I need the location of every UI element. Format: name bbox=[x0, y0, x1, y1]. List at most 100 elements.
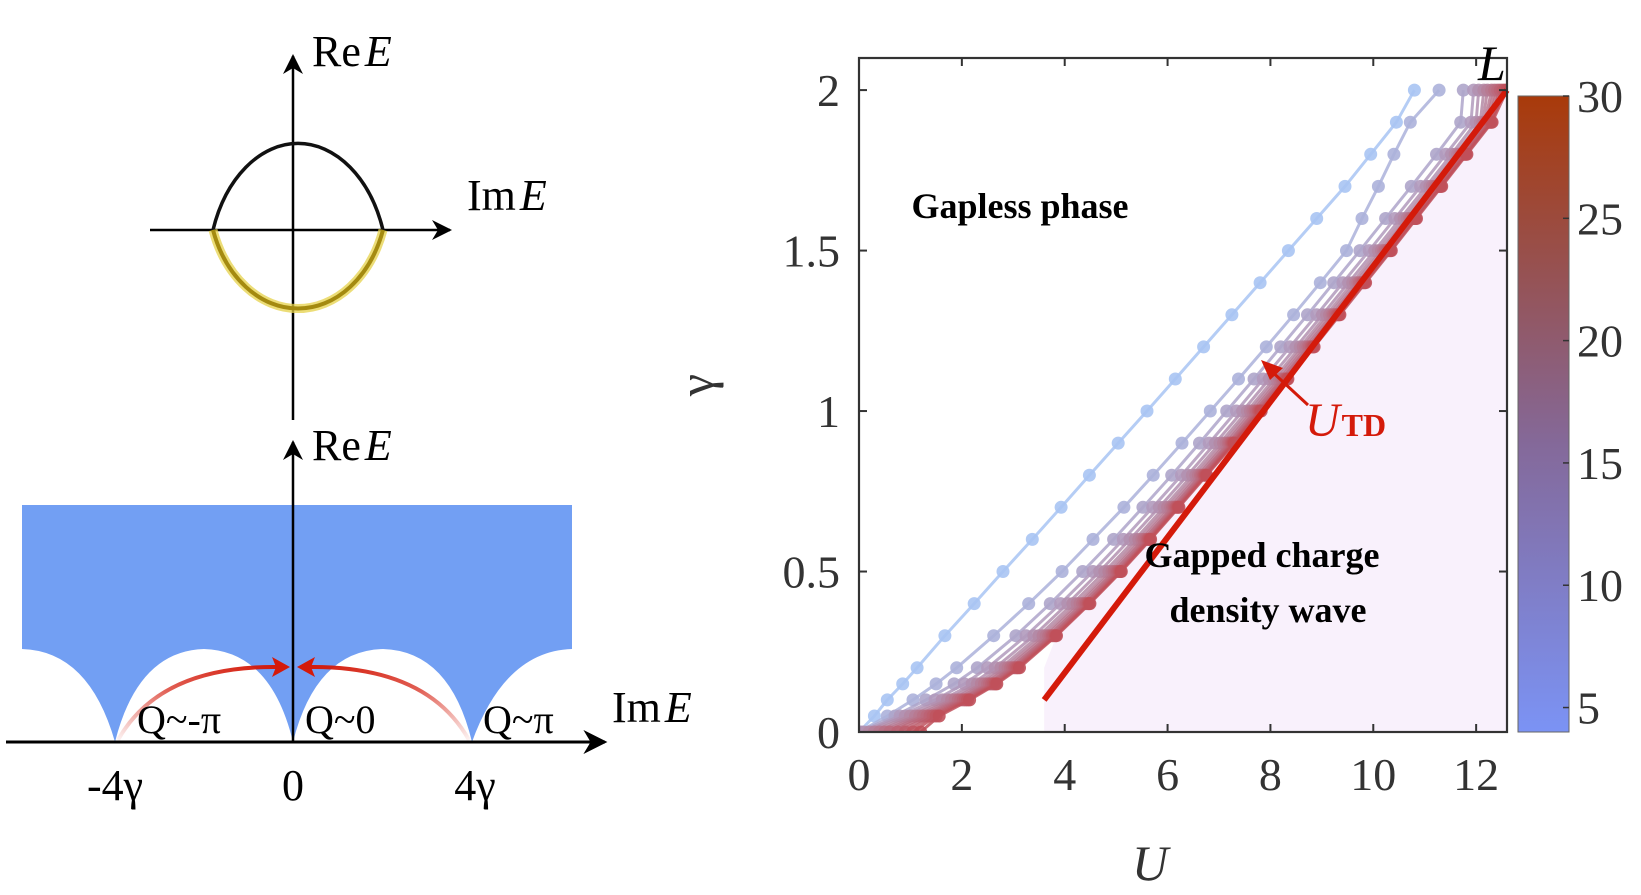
data-point bbox=[1404, 179, 1418, 193]
x-ticks: 0 2 4 6 8 10 12 bbox=[848, 58, 1499, 800]
data-point bbox=[938, 629, 952, 643]
plot-frame bbox=[857, 56, 1509, 734]
bottom-re-label: ReE bbox=[312, 421, 392, 470]
data-point bbox=[1301, 308, 1314, 322]
y-tick-label: 1.5 bbox=[783, 226, 841, 277]
data-point bbox=[1274, 340, 1288, 354]
bottom-im-label: ImE bbox=[612, 683, 692, 732]
colorbar-tick-label: 15 bbox=[1577, 438, 1623, 489]
x-tick-label: 4 bbox=[1053, 749, 1076, 800]
data-point bbox=[1454, 115, 1468, 129]
colorbar-tick-label: 20 bbox=[1577, 316, 1623, 367]
data-point bbox=[1338, 179, 1352, 193]
data-point bbox=[910, 661, 924, 675]
data-point bbox=[987, 629, 1001, 643]
colorbar-label: L bbox=[1477, 35, 1506, 91]
data-point bbox=[1082, 468, 1096, 482]
data-point bbox=[1136, 500, 1150, 514]
data-point bbox=[1232, 372, 1245, 386]
colorbar-tick-label: 25 bbox=[1577, 193, 1623, 244]
data-point bbox=[1050, 629, 1063, 643]
x-tick-label: 12 bbox=[1453, 749, 1499, 800]
data-point bbox=[1379, 212, 1393, 225]
q-label-zero: Q~0 bbox=[305, 697, 376, 742]
x-tick-label: 8 bbox=[1259, 749, 1282, 800]
data-point bbox=[1193, 436, 1206, 450]
q-label-minus-pi: Q~-π bbox=[137, 697, 221, 742]
data-point bbox=[1310, 212, 1324, 225]
colorbar-tick-label: 10 bbox=[1577, 560, 1623, 611]
data-point bbox=[950, 661, 964, 675]
data-point bbox=[963, 693, 977, 707]
data-point bbox=[1013, 661, 1026, 675]
x-axis-label: U bbox=[1132, 835, 1171, 891]
data-point bbox=[1259, 340, 1273, 354]
x-tick-label: 0 bbox=[848, 749, 871, 800]
utd-pointer-arrowhead bbox=[1261, 360, 1283, 380]
data-point bbox=[932, 709, 946, 723]
gapless-phase-label: Gapless phase bbox=[911, 186, 1128, 226]
series-L-6 bbox=[859, 83, 1446, 732]
data-point bbox=[1456, 83, 1470, 97]
x-tick-label: 6 bbox=[1156, 749, 1179, 800]
top-re-label: ReE bbox=[312, 27, 392, 76]
data-point bbox=[1055, 565, 1069, 578]
data-point bbox=[1197, 340, 1211, 354]
gapped-region-fill bbox=[987, 90, 1507, 733]
data-point bbox=[1225, 308, 1239, 322]
arc-left-to-center bbox=[116, 664, 281, 741]
q-label-pi: Q~π bbox=[483, 697, 554, 742]
utd-label: UTD bbox=[1305, 394, 1386, 447]
data-point bbox=[1086, 532, 1100, 546]
continuum-region bbox=[22, 505, 572, 742]
data-point bbox=[1371, 179, 1385, 193]
data-point bbox=[990, 677, 1004, 691]
data-point bbox=[1114, 565, 1128, 578]
phase-diagram-chart: 0 2 4 6 8 10 12 0 0.5 1 1.5 2 U γ Gapless phase Ga… bbox=[668, 35, 1623, 891]
data-point bbox=[1313, 276, 1327, 290]
data-point bbox=[1107, 532, 1121, 546]
y-tick-label: 2 bbox=[817, 65, 840, 116]
colorbar bbox=[1517, 95, 1570, 733]
data-point bbox=[1327, 276, 1341, 290]
arrowhead-right bbox=[297, 657, 315, 677]
y-ticks: 0 0.5 1 1.5 2 bbox=[783, 65, 1507, 758]
utd-line bbox=[1041, 88, 1510, 702]
data-point bbox=[1172, 500, 1186, 514]
data-point bbox=[1076, 565, 1090, 578]
arrowhead-left bbox=[272, 657, 290, 677]
x-tick-label: 10 bbox=[1350, 749, 1396, 800]
colorbar-tick-label: 30 bbox=[1577, 71, 1623, 122]
data-point bbox=[1407, 83, 1421, 97]
data-point bbox=[914, 725, 928, 732]
gapped-cdw-label-line1: Gapped charge bbox=[1144, 535, 1379, 575]
data-point bbox=[880, 693, 894, 707]
data-point bbox=[1253, 276, 1267, 290]
data-point bbox=[1043, 597, 1057, 611]
data-point bbox=[1140, 404, 1154, 418]
data-point bbox=[906, 693, 920, 707]
data-point bbox=[1389, 115, 1403, 129]
x-tick-minus-4gamma: -4γ bbox=[87, 761, 143, 810]
colorbar-ticks: 5 10 15 20 25 30 bbox=[1563, 71, 1623, 734]
data-point bbox=[867, 709, 881, 723]
data-point bbox=[1364, 147, 1378, 161]
data-point bbox=[1281, 244, 1295, 258]
data-point bbox=[1144, 532, 1158, 546]
data-point bbox=[1175, 436, 1189, 450]
x-tick-4gamma: 4γ bbox=[454, 761, 495, 810]
lower-arc bbox=[211, 229, 385, 311]
data-point bbox=[1111, 436, 1125, 450]
top-im-label: ImE bbox=[467, 171, 547, 220]
bottom-spectrum-diagram: Q~-π Q~0 Q~π ReE ImE -4γ 0 4γ bbox=[6, 421, 692, 810]
data-point bbox=[967, 597, 981, 611]
arc-right-to-center bbox=[306, 664, 471, 741]
data-point bbox=[1117, 500, 1131, 514]
data-point bbox=[1430, 147, 1443, 161]
series-L-8 bbox=[859, 83, 1470, 732]
data-point bbox=[1387, 147, 1401, 161]
gapped-cdw-label-line2: density wave bbox=[1170, 590, 1367, 630]
data-point bbox=[1432, 83, 1446, 97]
x-tick-zero: 0 bbox=[282, 761, 304, 810]
